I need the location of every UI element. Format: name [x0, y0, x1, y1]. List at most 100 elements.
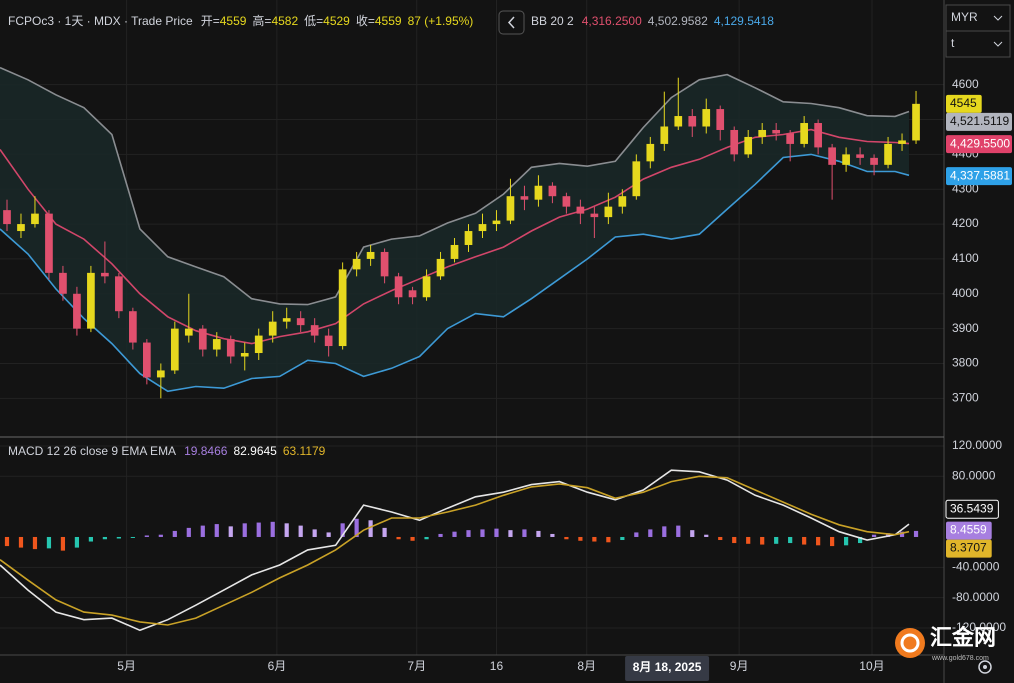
legend-label: 高=: [252, 13, 271, 28]
y-tick-label: 4600: [952, 77, 979, 91]
y-tick-label: 80.0000: [952, 468, 996, 482]
crosshair-label: 8月 18, 2025: [633, 660, 702, 674]
legend-label: 开=: [201, 14, 220, 28]
settings-icon[interactable]: [978, 660, 992, 674]
candle-body: [282, 318, 291, 322]
histogram-bar: [4, 536, 10, 547]
y-tick-label: 3700: [952, 390, 979, 404]
candle-body: [674, 116, 683, 127]
histogram-bar: [746, 536, 751, 544]
histogram-bar: [256, 522, 261, 537]
histogram-bar: [802, 536, 807, 545]
y-tick-label: 4000: [952, 286, 979, 300]
candle-body: [520, 196, 529, 200]
y-tick-label: 4200: [952, 216, 979, 230]
histogram-bar: [354, 518, 359, 537]
legend-value: 4559: [375, 14, 402, 28]
candle-body: [800, 123, 808, 144]
histogram-bar: [326, 532, 331, 537]
histogram-bar: [242, 523, 247, 537]
histogram-bar: [885, 533, 891, 537]
candle-body: [632, 161, 641, 197]
histogram-bar: [60, 536, 66, 551]
unit[interactable]: t: [951, 36, 955, 50]
histogram-bar: [284, 523, 289, 537]
candle-body: [870, 157, 878, 165]
histogram-bar: [913, 530, 919, 537]
y-tick-label: -40.0000: [952, 559, 1000, 573]
price-label: 4,429.5500: [950, 136, 1010, 150]
candle-body: [129, 311, 137, 343]
price-label-box: [946, 167, 1012, 186]
histogram-bar: [466, 530, 471, 537]
histogram-bar: [46, 536, 52, 549]
histogram-bar: [606, 536, 611, 543]
price-label: 4,521.5119: [950, 114, 1009, 128]
plot: [0, 66, 920, 632]
candle-body: [254, 335, 263, 354]
legend-label: 收=: [356, 14, 375, 28]
candle-body: [912, 103, 920, 141]
candle-body: [268, 321, 277, 336]
histogram-bar: [88, 536, 94, 542]
currency[interactable]: MYR: [951, 10, 978, 24]
candle-body: [730, 129, 739, 155]
legend-value: 4582: [271, 14, 298, 28]
x-tick-label: 9月: [730, 659, 749, 673]
histogram-bar: [452, 531, 457, 537]
legend-label: 低=: [304, 14, 323, 28]
y-tick-label: 120.0000: [952, 438, 1002, 452]
candle-body: [478, 224, 487, 232]
price-axis: 5月 6月 7月 16 8月 9月 10月 3700 3800 3900 4000 4100 4200 4…: [117, 77, 1012, 681]
histogram-bar: [508, 530, 513, 537]
candle-body: [884, 143, 892, 165]
candle-body: [212, 339, 221, 350]
histogram-bar: [32, 536, 38, 550]
histogram-bar: [760, 536, 765, 545]
x-tick-label: 8月: [577, 659, 596, 673]
histogram-bar: [788, 536, 793, 544]
candle-body: [772, 129, 781, 134]
price-label: 4545: [950, 96, 977, 110]
histogram-bar: [550, 533, 555, 537]
candle-body: [618, 196, 627, 207]
candle-body: [842, 154, 850, 165]
histogram-bar: [424, 536, 429, 540]
candle-body: [226, 339, 235, 357]
candle-body: [380, 251, 389, 277]
candle-body: [534, 185, 543, 200]
histogram-bar: [368, 520, 373, 537]
price-label-box: [946, 135, 1012, 154]
collapse-button[interactable]: [498, 10, 525, 35]
bb-legend: BB 20 2 4,316.2500 4,502.9582 4,129.5418: [531, 14, 774, 28]
price-label-box: [946, 112, 1012, 131]
histogram-bar: [158, 534, 163, 537]
legend-value: 4529: [323, 14, 350, 28]
histogram-bar: [228, 526, 233, 537]
candle-body: [716, 109, 725, 130]
macd-title: MACD 12 26 close 9 EMA EMA: [8, 444, 176, 458]
candle-body: [576, 206, 585, 214]
candle-body: [786, 133, 795, 144]
histogram-bar: [732, 536, 737, 544]
candle-body: [240, 353, 249, 357]
candle-body: [562, 196, 571, 207]
candle-body: [646, 143, 655, 162]
candle-body: [310, 325, 319, 336]
x-tick-label: 7月: [407, 659, 426, 673]
candle-body: [87, 272, 95, 329]
candle-body: [688, 116, 697, 127]
candle-body: [59, 272, 67, 294]
candle-body: [170, 328, 179, 371]
candle-body: [352, 258, 361, 270]
candle-body: [101, 272, 109, 277]
price-label: 4,337.5881: [950, 168, 1010, 182]
price-label-box: [945, 499, 999, 519]
histogram-bar: [871, 534, 877, 537]
candle-body: [660, 126, 669, 144]
candle-body: [184, 328, 193, 336]
histogram-bar: [312, 529, 317, 537]
candle-body: [828, 147, 836, 165]
candle-body: [198, 328, 207, 350]
